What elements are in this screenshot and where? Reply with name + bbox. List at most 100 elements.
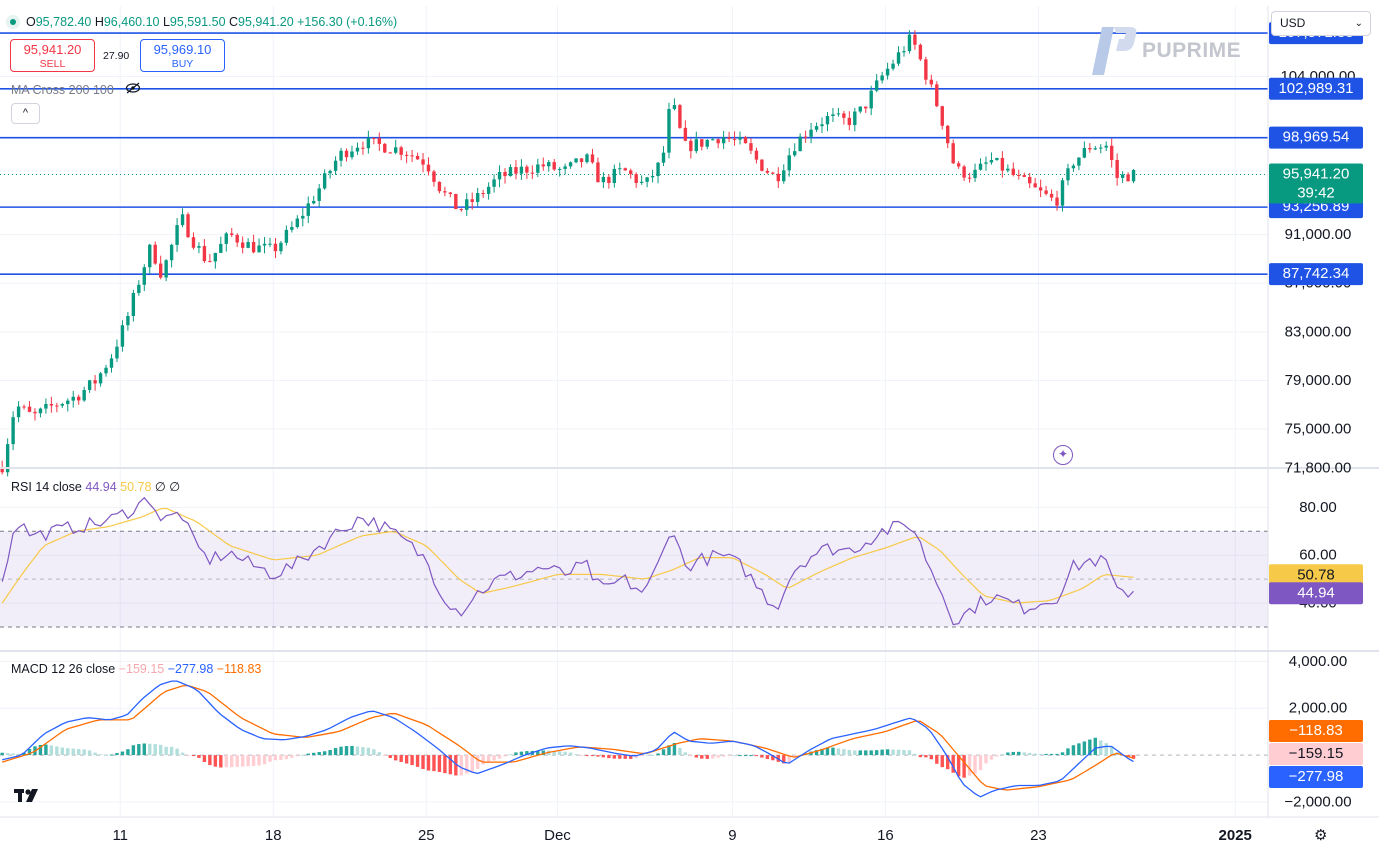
- macd-histogram-bar: [1006, 752, 1010, 756]
- candle-body: [415, 155, 420, 160]
- macd-histogram-bar: [700, 755, 704, 759]
- candle-down: [629, 168, 633, 179]
- candle-body: [541, 164, 545, 167]
- candle-up: [1082, 141, 1087, 159]
- candle-body: [1082, 147, 1087, 158]
- macd-histogram-bar: [705, 755, 709, 759]
- macd-legend[interactable]: MACD 12 26 close −159.15 −277.98 −118.83: [11, 662, 261, 676]
- candle-body: [404, 154, 409, 156]
- candle-body: [601, 176, 606, 183]
- currency-select[interactable]: USD ⌄: [1271, 11, 1371, 36]
- close-label: C: [229, 15, 239, 29]
- macd-histogram-bar: [989, 755, 994, 760]
- y-tick-label: 2,000.00: [1289, 700, 1347, 717]
- level-price-tag-box: [1269, 77, 1363, 100]
- macd-histogram-bar: [1104, 743, 1108, 756]
- candle-down: [481, 189, 485, 198]
- x-tick-label: 18: [265, 827, 282, 844]
- candle-body: [672, 105, 677, 110]
- y-tick-label: 83,000.00: [1285, 323, 1352, 340]
- candle-body: [1000, 157, 1005, 171]
- time-axis[interactable]: 11 18 25 Dec 9 16 23 2025: [112, 827, 1251, 844]
- macd-hist-tag: −159.15: [1269, 743, 1363, 765]
- candle-body: [355, 147, 360, 152]
- tradingview-logo-icon[interactable]: [14, 786, 46, 809]
- candle-up: [672, 98, 677, 111]
- candle-body: [678, 105, 682, 128]
- eye-crossed-icon[interactable]: [125, 82, 141, 97]
- macd-histogram-bar: [213, 755, 218, 767]
- candle-body: [235, 234, 239, 243]
- macd-histogram-bar: [820, 748, 824, 756]
- sparkle-icon[interactable]: ✦: [1053, 445, 1073, 465]
- pane-dividers[interactable]: [0, 6, 1379, 818]
- horizontal-levels[interactable]: [0, 32, 1268, 275]
- macd-histogram-bar: [568, 752, 573, 756]
- macd-line-tag-box: [1269, 766, 1363, 788]
- sell-button[interactable]: 95,941.20 SELL: [10, 39, 95, 72]
- macd-series: [0, 680, 1268, 798]
- candle-body: [169, 244, 174, 261]
- candle-body: [639, 181, 644, 183]
- candle-down: [399, 145, 403, 161]
- last-price-tag-text: 39:42: [1297, 184, 1335, 201]
- rsi-legend[interactable]: RSI 14 close 44.94 50.78 ∅ ∅: [11, 479, 180, 494]
- macd-histogram-bar: [322, 751, 327, 756]
- candle-up: [1071, 163, 1076, 172]
- macd-histogram-bar: [995, 755, 999, 757]
- candle-body: [186, 214, 190, 238]
- candle-body: [1049, 193, 1054, 198]
- buy-button[interactable]: 95,969.10 BUY: [140, 39, 225, 72]
- candle-down: [765, 168, 770, 175]
- macd-histogram-bar: [885, 749, 890, 756]
- candle-body: [333, 160, 338, 171]
- candle-body: [443, 191, 447, 193]
- candle-body: [711, 139, 715, 141]
- candle-up: [11, 411, 15, 451]
- candle-up: [5, 438, 10, 477]
- macd-histogram-bar: [650, 754, 655, 756]
- macd-histogram-bar: [49, 745, 54, 756]
- collapse-legend-button[interactable]: ^: [11, 103, 40, 124]
- macd-histogram-bar: [623, 755, 627, 759]
- candle-down: [1109, 138, 1114, 168]
- candle-body: [689, 140, 693, 152]
- candle-body: [383, 143, 387, 153]
- macd-histogram-bar: [1022, 752, 1026, 756]
- candle-up: [219, 236, 223, 254]
- candle-body: [858, 106, 862, 112]
- ohlc-legend: O95,782.40 H96,460.10 L95,591.50 C95,941…: [6, 15, 397, 29]
- macd-histogram-bar: [508, 754, 513, 756]
- candle-body: [1006, 168, 1010, 171]
- macd-histogram-bar: [935, 755, 939, 764]
- macd-histogram-bar: [361, 747, 365, 756]
- candle-up: [853, 107, 857, 132]
- candle-up: [989, 152, 994, 165]
- rsi-line: [1, 496, 1134, 626]
- candle-down: [454, 193, 458, 210]
- candle-body: [366, 137, 371, 149]
- candle-body: [951, 143, 955, 164]
- candle-up: [328, 169, 332, 179]
- macd-histogram-bar: [104, 754, 108, 756]
- candle-body: [967, 177, 972, 179]
- candle-down: [951, 139, 955, 165]
- y-tick-label: −2,000.00: [1284, 793, 1351, 810]
- candle-up: [831, 107, 835, 123]
- macd-histogram-bar: [180, 752, 185, 756]
- candle-up: [885, 62, 890, 80]
- candle-body: [634, 174, 638, 183]
- macd-histogram-bar: [432, 755, 436, 772]
- x-tick-label: 16: [877, 827, 894, 844]
- candle-body: [809, 129, 813, 137]
- gear-icon[interactable]: ⚙: [1314, 827, 1328, 844]
- candle-down: [847, 111, 852, 131]
- candle-down: [191, 232, 196, 250]
- macd-histogram-bar: [82, 749, 86, 756]
- macd-histogram-bar: [279, 755, 283, 760]
- macd-histogram-bar: [1066, 748, 1070, 756]
- macd-histogram-bar: [481, 755, 485, 765]
- ma-cross-legend[interactable]: MA Cross 200 100: [11, 82, 141, 97]
- candle-body: [492, 179, 496, 187]
